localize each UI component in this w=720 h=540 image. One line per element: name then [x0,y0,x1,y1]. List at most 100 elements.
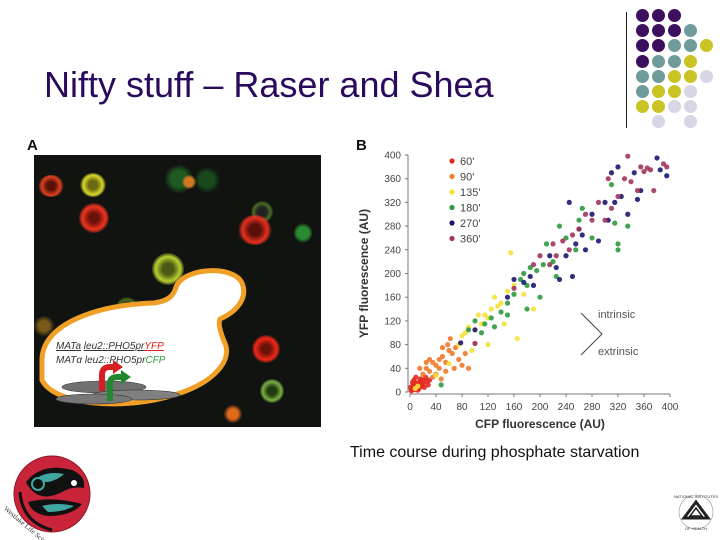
decorative-dot [652,54,665,68]
data-point [602,199,608,205]
x-tick-label: 40 [430,402,442,413]
decorative-dot [684,100,697,114]
data-point [459,362,465,368]
y-tick-label: 240 [384,245,401,256]
data-point [576,226,582,232]
data-point [504,288,511,294]
title-divider [626,12,627,128]
figure-caption: Time course during phosphate starvation [350,444,640,461]
decorative-dot [652,115,665,129]
legend-label: 90' [460,172,474,184]
y-tick-label: 80 [390,340,402,351]
decorative-dot [684,39,697,53]
y-tick-label: 280 [384,222,401,233]
data-point [647,167,654,173]
decorative-dot [668,100,681,114]
data-point [547,262,553,268]
decorative-dot [700,39,713,53]
decorative-dot [684,24,697,38]
decorative-dot [652,9,665,22]
decorative-dot [652,100,665,114]
data-point [514,336,520,342]
data-point [521,279,527,285]
data-point [488,306,494,312]
data-point [537,294,543,300]
decorative-dot [636,69,649,83]
data-point [530,306,537,312]
data-point [504,294,511,300]
data-point [631,170,637,176]
data-point [439,353,446,360]
legend-label: 135' [460,187,480,199]
legend-label: 60' [460,156,474,168]
decorative-dot [668,24,681,38]
panel-b-label: B [356,137,367,154]
data-point [657,167,663,173]
data-point [579,205,585,211]
data-point [488,315,494,321]
data-point [608,170,615,176]
legend-label: 360' [460,234,480,246]
genotype-1-gene: leu2::PHO5pr [83,341,145,352]
data-point [478,330,485,336]
cell-red [238,215,272,245]
data-point [472,327,478,333]
y-axis-label: YFP fluorescence (AU) [357,209,371,338]
data-point [508,250,514,256]
data-point [410,379,416,386]
data-point [417,365,423,371]
data-point [615,193,621,200]
data-point [482,321,488,327]
nih-seal-logo: NATIONAL INSTITUTES OF HEALTH [674,494,718,531]
data-point [589,217,595,223]
data-point [501,321,507,327]
decorative-dot [652,69,665,83]
data-point [511,291,517,297]
data-point [547,253,553,259]
data-point [438,376,444,382]
data-point [615,241,621,247]
data-point [560,238,566,244]
data-point [465,365,472,371]
genotype-1-reporter: YFP [144,341,164,352]
decorative-dot [636,100,649,114]
y-tick-label: 120 [384,316,401,327]
x-tick-label: 240 [558,402,575,413]
data-point [436,365,442,371]
data-point [595,238,602,244]
data-point [625,211,631,217]
data-point [524,306,530,312]
data-point [458,340,464,346]
genotype-line-2: MATα leu2::PHO5prCFP [56,355,165,366]
data-point [469,347,475,354]
data-point [504,300,511,306]
data-point [612,199,618,205]
data-point [421,384,427,390]
data-point [556,276,563,283]
data-point [615,164,621,170]
cell-red [38,175,64,197]
x-axis-label: CFP fluorescence (AU) [475,417,605,431]
data-point [608,182,615,188]
decorative-dot [668,54,681,68]
data-point [573,241,579,247]
data-point [625,223,631,229]
genotype-2-gene: leu2::PHO5pr [84,355,146,366]
cell-red [252,335,280,363]
x-tick-label: 360 [636,402,653,413]
data-point [456,356,462,363]
data-point [634,196,641,203]
legend-label: 270' [460,218,480,230]
data-point [447,336,453,342]
cell-red [79,203,109,233]
data-point [534,267,540,274]
data-point [595,199,602,205]
data-point [446,360,452,367]
decorative-dot [684,69,697,83]
data-point [415,383,421,389]
data-point [423,359,429,365]
data-point [651,187,657,194]
data-point [576,217,582,223]
decorative-dot [668,69,681,83]
data-point [426,368,433,374]
